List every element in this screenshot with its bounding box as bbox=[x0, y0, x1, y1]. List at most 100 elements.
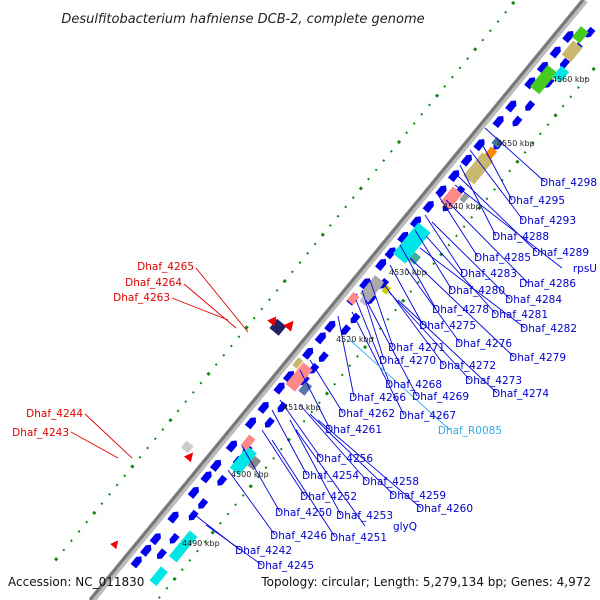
gc-dot bbox=[168, 418, 173, 423]
gc-dot bbox=[591, 66, 596, 72]
gc-dot bbox=[180, 568, 184, 572]
gc-dot bbox=[252, 316, 256, 320]
gene-label: Dhaf_4252 bbox=[300, 491, 357, 503]
gene-block bbox=[240, 434, 256, 451]
cds-arrow bbox=[215, 474, 228, 488]
gc-dot bbox=[546, 123, 550, 127]
gene-label: Dhaf_4286 bbox=[519, 278, 576, 290]
callout-line bbox=[337, 315, 355, 398]
callout-line bbox=[399, 244, 437, 310]
callout-line bbox=[369, 279, 394, 348]
gc-dot bbox=[455, 234, 458, 238]
gene-block bbox=[285, 362, 313, 392]
genome-backbone bbox=[88, 0, 588, 600]
gc-dot bbox=[229, 344, 233, 348]
gc-dot bbox=[77, 530, 81, 533]
cds-arrow bbox=[187, 484, 202, 499]
callout-line bbox=[425, 235, 497, 315]
cds-arrow bbox=[492, 113, 507, 129]
gc-dot bbox=[226, 512, 230, 516]
callout-line bbox=[457, 175, 538, 253]
gc-dot bbox=[282, 279, 287, 284]
gene-label: Dhaf_4243 bbox=[12, 427, 69, 439]
kbp-tick-label: 4520 kbp bbox=[336, 335, 374, 344]
gc-dot bbox=[196, 549, 199, 553]
cds-arrow bbox=[549, 44, 564, 59]
gc-dot bbox=[157, 596, 161, 599]
gc-dot bbox=[340, 373, 344, 377]
gene-label: Dhaf_4281 bbox=[491, 309, 548, 321]
gc-dot bbox=[351, 196, 355, 200]
gene-label: Dhaf_4265 bbox=[137, 261, 194, 273]
gene-block bbox=[491, 136, 503, 149]
gc-dot bbox=[161, 428, 165, 431]
gc-dot bbox=[561, 104, 565, 108]
rrna-feature bbox=[267, 316, 277, 327]
gc-dot bbox=[420, 112, 424, 116]
gc-dot bbox=[584, 76, 588, 80]
gc-dot bbox=[275, 288, 279, 292]
gc-dot bbox=[272, 456, 276, 460]
callout-line bbox=[454, 184, 563, 269]
kbp-tick-label: 4510 kbp bbox=[283, 403, 321, 412]
gc-dot bbox=[264, 466, 268, 470]
callout-line bbox=[289, 419, 342, 516]
gc-dot bbox=[511, 0, 516, 6]
cds-arrow bbox=[167, 532, 180, 546]
gene-label: Dhaf_4250 bbox=[275, 507, 332, 519]
callout-line bbox=[431, 221, 511, 300]
gene-label-callouts bbox=[70, 127, 563, 566]
gc-dot bbox=[344, 205, 348, 209]
gene-block bbox=[346, 292, 360, 305]
gene-block bbox=[149, 566, 168, 587]
gene-block bbox=[440, 186, 463, 210]
gc-dot bbox=[54, 557, 59, 562]
gc-dot bbox=[396, 139, 402, 145]
cds-arrow bbox=[314, 330, 329, 345]
gc-dot bbox=[386, 317, 390, 321]
cds-arrow bbox=[374, 256, 389, 271]
callout-line bbox=[299, 369, 331, 430]
gc-dot bbox=[489, 29, 492, 33]
cds-arrow bbox=[200, 469, 214, 484]
gc-dot bbox=[485, 197, 489, 201]
gene-label: Dhaf_4279 bbox=[509, 352, 566, 364]
gene-label: Dhaf_4261 bbox=[325, 424, 382, 436]
cds-arrow bbox=[196, 498, 209, 511]
gc-dot bbox=[310, 410, 314, 414]
gc-dot bbox=[306, 251, 309, 255]
gene-block bbox=[292, 357, 304, 369]
cds-arrow bbox=[262, 416, 275, 430]
callout-line bbox=[405, 267, 461, 344]
gene-label: Dhaf_4282 bbox=[520, 323, 577, 335]
gc-dot bbox=[428, 103, 431, 107]
gene-label: Dhaf_4298 bbox=[540, 177, 597, 189]
callout-line bbox=[419, 247, 526, 329]
gc-dot bbox=[394, 308, 397, 312]
callout-line bbox=[295, 429, 366, 527]
callout-line bbox=[241, 445, 281, 513]
cds-arrow bbox=[448, 167, 462, 183]
cds-arrow bbox=[505, 98, 519, 113]
gc-dot bbox=[70, 539, 73, 543]
kbp-tick-label: 4530 kbp bbox=[389, 268, 427, 277]
gene-label: Dhaf_4253 bbox=[336, 510, 393, 522]
gene-label: Dhaf_4242 bbox=[235, 545, 292, 557]
rrna-feature bbox=[283, 320, 294, 332]
callout-line bbox=[437, 194, 479, 258]
gc-dot bbox=[260, 307, 264, 311]
gc-dot bbox=[401, 298, 406, 303]
kbp-tick-label: 4490 kbp bbox=[182, 539, 220, 548]
callout-line bbox=[424, 214, 464, 274]
kbp-tick-label: 4560 kbp bbox=[552, 75, 590, 84]
gc-dot bbox=[279, 447, 283, 451]
callout-line bbox=[349, 339, 451, 431]
cds-arrow bbox=[225, 438, 240, 453]
gc-dot bbox=[172, 576, 177, 582]
gc-dot bbox=[268, 298, 271, 302]
cds-arrow bbox=[167, 509, 181, 524]
gc-dot bbox=[553, 113, 558, 118]
gc-dot bbox=[405, 131, 409, 135]
gene-label: Dhaf_4275 bbox=[419, 320, 476, 332]
cds-arrow bbox=[460, 152, 475, 167]
